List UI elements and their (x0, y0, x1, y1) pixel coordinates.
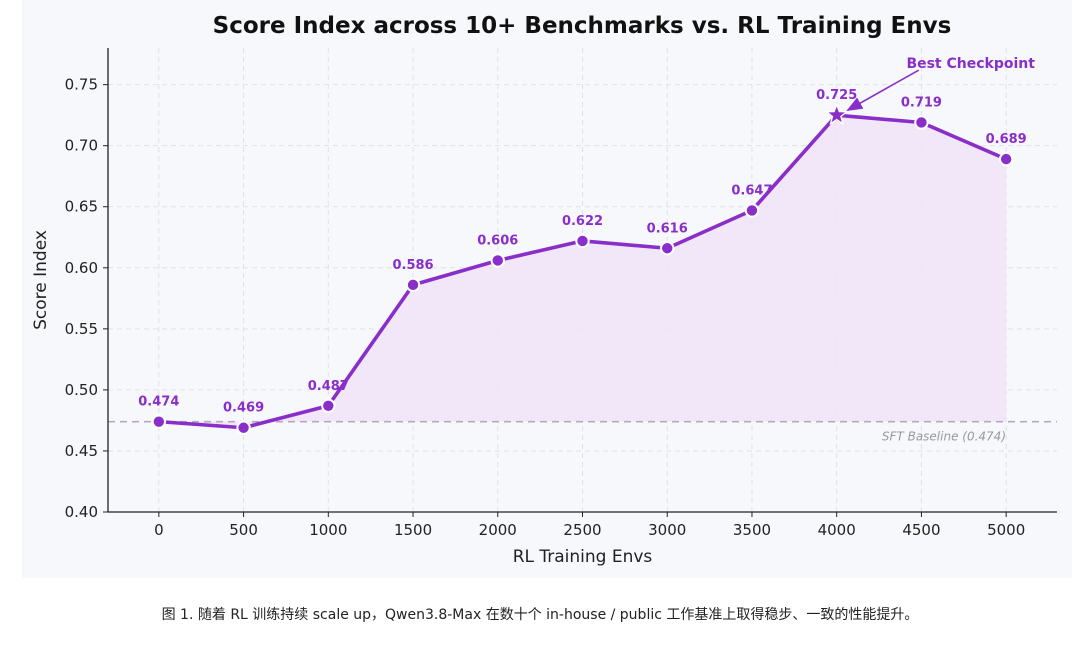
area-fill (158, 115, 1007, 428)
x-tick-label: 4000 (818, 521, 856, 539)
data-point (405, 277, 421, 293)
y-tick-label: 0.60 (65, 259, 98, 277)
data-point (914, 115, 929, 130)
data-label: 0.606 (477, 233, 518, 248)
x-tick-label: 500 (229, 521, 258, 539)
data-label: 0.725 (816, 88, 857, 103)
x-tick-label: 3000 (648, 521, 686, 539)
data-label: 0.474 (138, 395, 179, 410)
x-tick-label: 0 (154, 521, 164, 539)
data-point (151, 414, 167, 429)
best-point-star (824, 102, 849, 126)
data-label: 0.689 (986, 132, 1027, 147)
data-label: 0.719 (901, 95, 942, 110)
annotation-arrow (846, 69, 920, 111)
x-axis-title: RL Training Envs (513, 547, 653, 567)
y-axis-title: Score Index (31, 230, 51, 330)
y-tick-label: 0.65 (65, 198, 98, 216)
y-tick-label: 0.50 (65, 381, 98, 399)
y-tick-label: 0.40 (65, 503, 98, 521)
data-label: 0.647 (731, 183, 772, 198)
x-tick-label: 2500 (563, 521, 601, 539)
x-tick-label: 1000 (309, 521, 347, 539)
data-point (236, 420, 251, 435)
data-label: 0.616 (647, 221, 688, 236)
data-point (321, 398, 336, 413)
data-label: 0.487 (308, 379, 349, 394)
chart-title: Score Index across 10+ Benchmarks vs. RL… (213, 13, 952, 39)
data-label: 0.469 (223, 401, 264, 416)
data-point (660, 241, 675, 256)
x-tick-label: 4500 (902, 521, 940, 539)
x-tick-label: 5000 (987, 521, 1025, 539)
annotation-label: Best Checkpoint (906, 56, 1035, 72)
data-label: 0.586 (392, 258, 433, 273)
x-tick-label: 3500 (733, 521, 771, 539)
figure-caption: 图 1. 随着 RL 训练持续 scale up，Qwen3.8-Max 在数十… (161, 607, 919, 623)
x-tick-label: 1500 (394, 521, 432, 539)
sft-baseline-label: SFT Baseline (0.474) (882, 430, 1006, 444)
y-tick-label: 0.55 (65, 320, 98, 338)
chart-figure: SFT Baseline (0.474) 0.40 0.45 0.50 0.55 0.60… (22, 0, 1072, 578)
data-point (744, 203, 760, 218)
line-chart: SFT Baseline (0.474) 0.40 0.45 0.50 0.55 0.60… (31, 13, 1057, 567)
data-point (490, 253, 505, 268)
x-tick-label: 2000 (479, 521, 517, 539)
data-point (998, 151, 1014, 167)
data-label: 0.622 (562, 214, 603, 229)
y-tick-label: 0.70 (65, 137, 98, 155)
y-tick-label: 0.75 (65, 76, 98, 94)
y-tick-label: 0.45 (65, 442, 98, 460)
data-point (575, 233, 590, 249)
